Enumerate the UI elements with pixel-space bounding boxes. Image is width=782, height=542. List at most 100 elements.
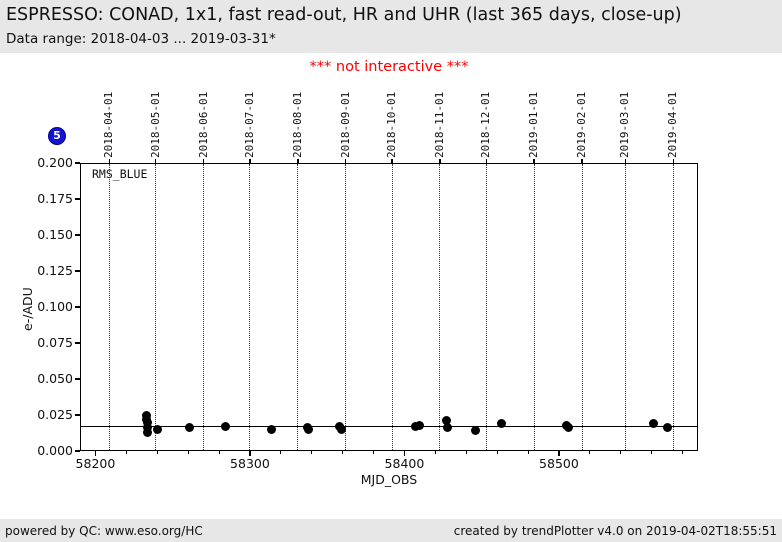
footer-right-text: created by trendPlotter v4.0 on 2019-04-… (453, 523, 777, 538)
top-tick (154, 159, 157, 163)
x-minor-tick (125, 451, 127, 454)
x-tick-label: 58400 (384, 456, 425, 471)
x-minor-tick (342, 451, 344, 454)
y-tick (75, 162, 80, 164)
y-tick-label: 0.050 (37, 371, 73, 386)
data-point (336, 424, 346, 434)
y-tick (75, 342, 80, 344)
top-tick (439, 159, 441, 163)
top-tick-label: 2018-06-01 (196, 91, 210, 158)
month-gridline (203, 164, 205, 450)
top-tick (485, 159, 488, 163)
data-point (443, 423, 453, 433)
x-minor-tick (651, 451, 653, 454)
data-range-subtitle: Data range: 2018-04-03 ... 2019-03-31* (6, 31, 276, 47)
month-gridline (439, 164, 441, 450)
top-tick (533, 159, 535, 163)
x-axis-label: MJD_OBS (360, 472, 418, 487)
top-tick-label: 2018-07-01 (242, 91, 256, 158)
month-gridline (581, 164, 583, 450)
x-minor-tick (465, 451, 467, 454)
top-tick-label: 2019-01-01 (527, 91, 541, 158)
month-gridline (155, 164, 157, 450)
top-tick-label: 2018-09-01 (338, 91, 352, 158)
x-major-tick (558, 451, 560, 456)
y-tick (75, 450, 80, 452)
top-tick (249, 159, 251, 163)
x-tick-label: 58200 (75, 456, 116, 471)
y-tick (75, 198, 80, 200)
top-tick (202, 159, 205, 163)
y-tick-label: 0.100 (37, 299, 73, 314)
y-tick-label: 0.025 (37, 407, 73, 422)
top-tick-label: 2019-04-01 (666, 91, 680, 158)
data-point (267, 424, 277, 434)
data-point (648, 419, 658, 429)
y-tick-label: 0.150 (37, 227, 73, 242)
data-point (441, 416, 451, 426)
top-tick-label: 2018-05-01 (148, 91, 162, 158)
y-tick-label: 0.075 (37, 335, 73, 350)
y-tick-label: 0.200 (37, 155, 73, 170)
y-tick (75, 234, 80, 236)
month-gridline (345, 164, 347, 450)
data-point (220, 422, 230, 432)
not-interactive-notice: *** not interactive *** (309, 59, 469, 75)
footer-bar: powered by QC: www.eso.org/HC created by… (0, 519, 782, 542)
month-gridline (485, 164, 487, 450)
month-gridline (533, 164, 535, 450)
top-tick-label: 2018-10-01 (385, 91, 399, 158)
x-tick-label: 58300 (230, 456, 270, 471)
data-point (563, 423, 573, 433)
page-title: ESPRESSO: CONAD, 1x1, fast read-out, HR … (6, 5, 682, 25)
data-point (662, 423, 672, 433)
x-minor-tick (373, 451, 375, 454)
data-point (415, 420, 425, 430)
x-minor-tick (589, 451, 591, 454)
data-point (497, 419, 507, 429)
y-tick (75, 414, 80, 416)
top-tick-label: 2018-08-01 (290, 91, 304, 158)
month-gridline (108, 164, 110, 450)
y-tick-label: 0.125 (37, 263, 73, 278)
y-tick-label: 0.000 (37, 443, 73, 458)
top-tick (581, 159, 583, 163)
top-tick (672, 159, 675, 163)
x-major-tick (94, 451, 97, 456)
top-tick (344, 159, 347, 163)
month-gridline (672, 164, 674, 450)
top-tick-label: 2018-11-01 (432, 91, 446, 158)
data-point (143, 417, 153, 427)
data-point (185, 423, 195, 433)
y-axis-label: e-/ADU (20, 287, 35, 331)
x-major-tick (249, 451, 251, 456)
x-tick-label: 58500 (539, 456, 579, 471)
plot-area (80, 163, 698, 451)
header-bar: ESPRESSO: CONAD, 1x1, fast read-out, HR … (0, 0, 782, 53)
x-minor-tick (620, 451, 622, 454)
x-major-tick (403, 451, 406, 456)
top-tick (108, 159, 111, 163)
data-point (143, 427, 153, 437)
top-tick (297, 159, 299, 163)
x-minor-tick (218, 451, 220, 454)
top-tick (624, 159, 627, 163)
x-minor-tick (434, 451, 436, 454)
info-badge: 5 (48, 127, 66, 145)
data-point (152, 424, 162, 434)
month-gridline (624, 164, 626, 450)
x-minor-tick (527, 451, 529, 454)
top-tick (391, 159, 393, 163)
reference-line (81, 425, 697, 428)
top-tick-label: 2018-12-01 (479, 91, 493, 158)
top-tick-label: 2019-03-01 (618, 91, 632, 158)
month-gridline (391, 164, 393, 450)
x-minor-tick (311, 451, 313, 454)
y-tick-label: 0.175 (37, 191, 73, 206)
y-tick (75, 270, 80, 272)
x-minor-tick (280, 451, 282, 454)
month-gridline (249, 164, 251, 450)
data-point (410, 422, 420, 432)
